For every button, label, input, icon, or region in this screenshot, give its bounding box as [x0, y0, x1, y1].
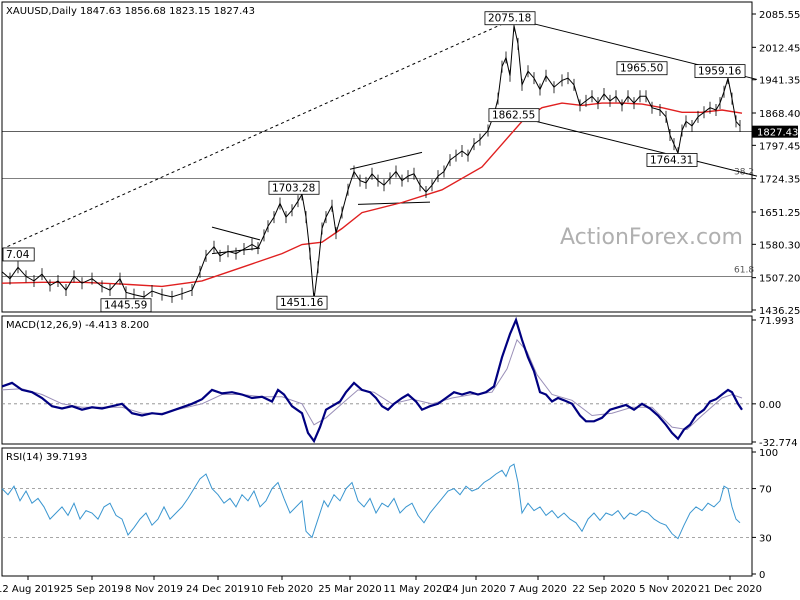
x-axis-label: 25 Mar 2020: [318, 584, 381, 595]
price-annotation-box: [488, 108, 540, 123]
price-annotation-box: [276, 295, 328, 310]
macd-panel-frame: [1, 315, 753, 445]
sma-line: [1, 102, 743, 288]
macd-y-tick-label: 0.00: [759, 400, 781, 411]
trendline: [513, 115, 758, 177]
rsi-y-tick-label: 30: [759, 533, 772, 544]
price-annotation-label: 7.04: [6, 249, 30, 261]
price-annotation-label: 1445.59: [104, 300, 147, 312]
macd-title: MACD(12,26,9) -4.413 8.200: [6, 320, 149, 331]
price-panel-frame: [1, 1, 753, 313]
price-line: [1, 25, 741, 300]
x-axis-label: 10 Feb 2020: [251, 584, 313, 595]
macd-y-tick-label: 71.993: [759, 316, 794, 327]
price-y-tick-label: 1941.35: [759, 76, 800, 87]
macd-signal-line: [1, 338, 743, 431]
price-y-tick-label: 1436.25: [759, 306, 800, 317]
x-axis-label: 24 Dec 2019: [186, 584, 250, 595]
x-axis-label: 8 Nov 2019: [125, 584, 183, 595]
rsi-line: [1, 463, 741, 540]
price-y-tick-label: 1797.45: [759, 141, 800, 152]
macd-layer: 71.993 0.00 -32.774: [1, 316, 798, 449]
macd-y-tick-label: -32.774: [759, 438, 798, 449]
price-y-tick-label: 1868.40: [759, 109, 800, 120]
price-layer: 2085.55 2012.45 1941.35 1868.40 1797.45 1724.…: [1, 10, 800, 317]
price-annotation-label: 1703.28: [272, 182, 315, 194]
current-price-label: 1827.43: [757, 128, 798, 139]
price-y-tick-label: 1724.35: [759, 175, 800, 186]
watermark: ActionForex.com: [560, 225, 743, 250]
macd-line: [1, 316, 743, 444]
price-y-tick-label: 2085.55: [759, 10, 800, 21]
price-y-tick-label: 2012.45: [759, 43, 800, 54]
price-y-tick-label: 1651.25: [759, 208, 800, 219]
x-axis-label: 24 Jun 2020: [446, 584, 506, 595]
price-annotation-label: 2075.18: [488, 13, 531, 25]
rsi-layer: 100 70 30 0: [1, 448, 778, 581]
price-annotation-label: 1862.55: [492, 110, 535, 122]
price-annotation-label: 1764.31: [650, 154, 693, 166]
price-annotation-box: [2, 247, 35, 262]
rsi-y-tick-label: 100: [759, 448, 778, 459]
price-annotation-box: [694, 64, 746, 79]
price-annotation-label: 1451.16: [280, 297, 324, 309]
x-axis-label: 12 Aug 2019: [0, 584, 60, 595]
rsi-title: RSI(14) 39.7193: [6, 452, 87, 463]
trendline: [349, 151, 423, 170]
price-title: XAUUSD,Daily 1847.63 1856.68 1823.15 182…: [6, 6, 255, 17]
price-annotation-box: [100, 298, 152, 313]
trendline: [211, 226, 261, 241]
price-annotation-box: [646, 153, 698, 167]
fib-level-label: 61.8: [734, 265, 754, 275]
price-annotation-label: 1959.16: [698, 66, 742, 78]
rsi-panel-frame: [1, 447, 753, 577]
price-annotation-box: [616, 61, 668, 76]
price-annotation-box: [484, 11, 536, 26]
x-axis-label: 5 Nov 2020: [639, 584, 697, 595]
rsi-y-tick-label: 70: [759, 485, 772, 496]
trendline: [357, 201, 431, 205]
x-axis-label: 25 Sep 2019: [60, 584, 123, 595]
x-axis-label: 7 Aug 2020: [509, 584, 567, 595]
price-y-tick-label: 1580.30: [759, 240, 800, 251]
x-axis-label: 22 Sep 2020: [572, 584, 635, 595]
price-annotation-box: [268, 180, 320, 195]
rsi-y-tick-label: 0: [759, 570, 765, 581]
x-axis-label: 21 Dec 2020: [698, 584, 762, 595]
current-price-tag: [752, 125, 798, 138]
price-annotation-label: 1965.50: [620, 63, 663, 75]
dashed-trendline: [1, 18, 515, 250]
price-y-tick-label: 1507.20: [759, 274, 800, 285]
x-axis-label: 11 May 2020: [383, 584, 448, 595]
x-axis: 12 Aug 2019 25 Sep 2019 8 Nov 2019 24 Dec 2…: [0, 576, 762, 595]
